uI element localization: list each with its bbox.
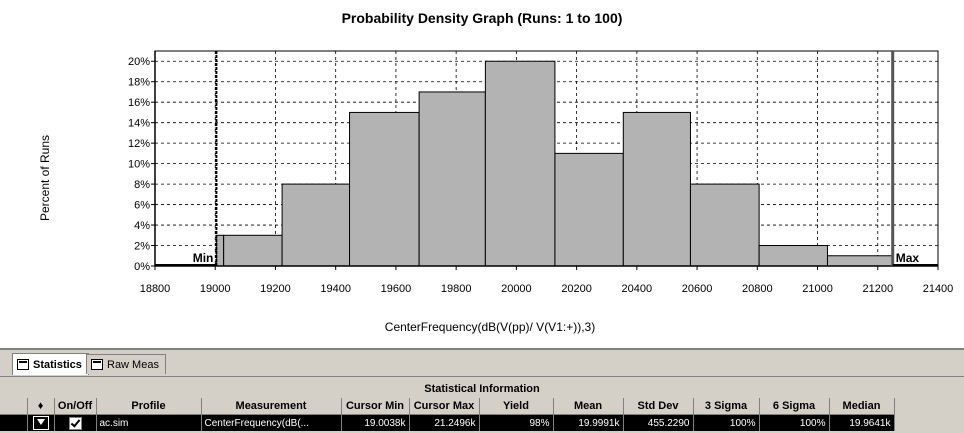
max-cursor-label: Max [896, 251, 920, 265]
histogram-bar [554, 152, 624, 267]
mean-cell[interactable]: 19.9991k [553, 414, 624, 431]
header-std-dev[interactable]: Std Dev [623, 398, 694, 415]
header-3-sigma[interactable]: 3 Sigma [693, 398, 760, 415]
profile-cell[interactable]: ac.sim [96, 414, 202, 431]
header-6-sigma[interactable]: 6 Sigma [759, 398, 830, 415]
y-tick-label: 12% [128, 138, 150, 150]
std-dev-cell[interactable]: 455.2290 [623, 414, 694, 431]
header-measurement[interactable]: Measurement [201, 398, 342, 415]
x-tick-label: 20200 [561, 283, 592, 295]
stats-table: ♦ On/Off Profile Measurement Cursor Min … [0, 398, 895, 431]
header-on-off[interactable]: On/Off [54, 398, 97, 415]
x-tick-label: 20600 [682, 283, 713, 295]
x-tick-label: 19600 [381, 283, 412, 295]
y-tick-label: 20% [128, 56, 150, 68]
table-icon [17, 359, 29, 370]
y-tick-label: 8% [134, 179, 150, 191]
x-tick-label: 20800 [742, 283, 773, 295]
tab-statistics-label: Statistics [33, 358, 82, 371]
x-tick-label: 19800 [441, 283, 472, 295]
histogram-bar [223, 234, 283, 267]
x-tick-label: 20000 [501, 283, 532, 295]
measurement-cell[interactable]: CenterFrequency(dB(... [201, 414, 342, 431]
x-tick-label: 20400 [622, 283, 653, 295]
histogram-bar [484, 60, 556, 267]
chart-title: Probability Density Graph (Runs: 1 to 10… [341, 10, 623, 26]
y-tick-label: 16% [128, 97, 150, 109]
y-tick-label: 2% [134, 241, 150, 253]
histogram-bar [689, 183, 760, 267]
filter-icon[interactable] [32, 416, 49, 430]
table-icon [91, 359, 103, 370]
tab-bar: Statistics Raw Meas [0, 350, 964, 377]
y-tick-label: 6% [134, 200, 150, 212]
sigma3-cell[interactable]: 100% [693, 414, 760, 431]
panel-separator[interactable] [0, 348, 964, 350]
cursor-max-cell[interactable]: 21.2496k [409, 414, 480, 431]
x-tick-label: 19200 [260, 283, 291, 295]
filter-cell[interactable] [27, 414, 55, 431]
on-off-cell[interactable] [54, 414, 97, 431]
sigma6-cell[interactable]: 100% [759, 414, 830, 431]
cursor-min-cell[interactable]: 19.0038k [341, 414, 410, 431]
x-tick-label: 19400 [320, 283, 351, 295]
header-cursor-min[interactable]: Cursor Min [341, 398, 410, 415]
histogram-bar [758, 245, 828, 267]
row-indicator[interactable] [0, 414, 28, 431]
x-axis-label: CenterFrequency(dB(V(pp)/ V(V1:+)),3) [384, 320, 596, 334]
histogram-bar [826, 255, 894, 267]
y-tick-label: 10% [128, 159, 150, 171]
statistics-grid: Statistical Information ♦ On/Off Profile… [0, 377, 964, 433]
header-cursor-max[interactable]: Cursor Max [409, 398, 480, 415]
x-tick-label: 21000 [802, 283, 833, 295]
header-yield[interactable]: Yield [479, 398, 554, 415]
plot-svg: 18800 19000 19200 19400 19600 19800 20000 20200… [128, 50, 954, 295]
y-tick-label: 0% [134, 261, 150, 273]
grid-title: Statistical Information [424, 383, 540, 395]
tab-raw-meas-label: Raw Meas [107, 358, 159, 371]
header-select[interactable]: ♦ [27, 398, 55, 415]
histogram-bar [349, 111, 420, 267]
yield-cell[interactable]: 98% [479, 414, 554, 431]
x-tick-label: 18800 [140, 283, 171, 295]
x-tick-label: 19000 [200, 283, 231, 295]
median-cell[interactable]: 19.9641k [829, 414, 895, 431]
tab-raw-meas[interactable]: Raw Meas [86, 354, 166, 374]
header-corner [0, 398, 28, 415]
tab-statistics[interactable]: Statistics [12, 353, 89, 375]
histogram-bar [281, 183, 351, 267]
y-tick-label: 14% [128, 118, 150, 130]
header-median[interactable]: Median [829, 398, 895, 415]
min-cursor-label: Min [193, 251, 214, 265]
on-off-checkbox[interactable] [68, 416, 82, 430]
y-tick-label: 4% [134, 220, 150, 232]
y-tick-label: 18% [128, 77, 150, 89]
histogram-bar [622, 111, 691, 267]
histogram-bar [215, 234, 225, 267]
x-tick-label: 21400 [923, 283, 954, 295]
header-profile[interactable]: Profile [96, 398, 202, 415]
header-mean[interactable]: Mean [553, 398, 624, 415]
x-tick-label: 21200 [862, 283, 893, 295]
chart-area: Probability Density Graph (Runs: 1 to 10… [38, 10, 954, 334]
histogram-bar [418, 91, 486, 267]
table-row[interactable]: ac.sim CenterFrequency(dB(... 19.0038k 2… [0, 414, 895, 431]
